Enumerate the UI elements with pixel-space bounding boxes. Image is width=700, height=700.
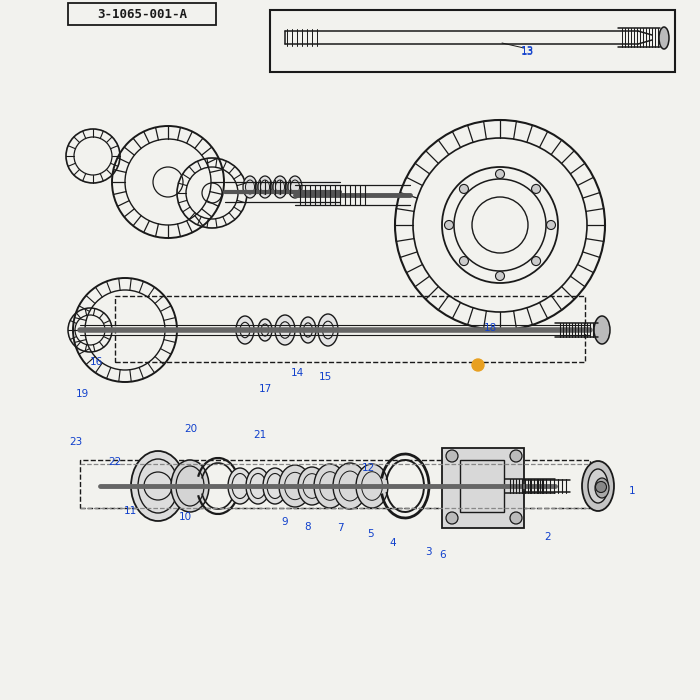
Bar: [460, 460, 504, 512]
Text: 5: 5: [367, 529, 373, 539]
Ellipse shape: [279, 465, 311, 507]
Text: 13: 13: [520, 47, 533, 57]
Ellipse shape: [243, 176, 257, 198]
Text: 23: 23: [69, 437, 83, 447]
Circle shape: [459, 257, 468, 265]
Ellipse shape: [300, 317, 316, 343]
Text: 19: 19: [76, 389, 89, 399]
Ellipse shape: [594, 316, 610, 344]
Text: 20: 20: [184, 424, 197, 434]
Circle shape: [547, 220, 556, 230]
Ellipse shape: [246, 468, 270, 504]
Ellipse shape: [356, 464, 388, 508]
Ellipse shape: [318, 314, 338, 346]
Circle shape: [496, 169, 505, 178]
Text: 12: 12: [361, 463, 374, 473]
Circle shape: [496, 272, 505, 281]
Bar: [270, 10, 675, 72]
Text: 17: 17: [258, 384, 272, 394]
Ellipse shape: [228, 468, 252, 504]
Text: 7: 7: [337, 523, 343, 533]
Ellipse shape: [263, 468, 287, 504]
Text: 9: 9: [281, 517, 288, 527]
Ellipse shape: [258, 319, 272, 341]
Ellipse shape: [298, 467, 326, 505]
Circle shape: [510, 450, 522, 462]
Text: 2: 2: [545, 532, 552, 542]
Bar: [68, 3, 216, 25]
Ellipse shape: [236, 316, 254, 344]
Circle shape: [444, 220, 454, 230]
Text: 6: 6: [440, 550, 447, 560]
Ellipse shape: [275, 315, 295, 345]
Bar: [80, 460, 590, 508]
Text: 1: 1: [629, 486, 636, 496]
Circle shape: [459, 184, 468, 193]
Text: 14: 14: [290, 368, 304, 378]
Text: 13: 13: [520, 46, 533, 56]
Bar: [115, 296, 585, 362]
Circle shape: [446, 512, 458, 524]
Text: 18: 18: [484, 323, 496, 333]
Text: 15: 15: [318, 372, 332, 382]
Text: 3-1065-001-A: 3-1065-001-A: [97, 8, 187, 20]
Text: 21: 21: [253, 430, 267, 440]
Ellipse shape: [582, 461, 614, 511]
Bar: [442, 448, 524, 528]
Ellipse shape: [258, 176, 272, 198]
Text: 16: 16: [90, 357, 103, 367]
Circle shape: [446, 450, 458, 462]
Text: 8: 8: [304, 522, 312, 532]
Ellipse shape: [659, 27, 669, 49]
Ellipse shape: [288, 176, 302, 198]
Ellipse shape: [333, 463, 367, 509]
Ellipse shape: [273, 176, 287, 198]
Ellipse shape: [595, 478, 609, 498]
Text: 22: 22: [108, 457, 122, 467]
Circle shape: [531, 257, 540, 265]
Ellipse shape: [588, 469, 608, 503]
Circle shape: [531, 184, 540, 193]
Text: 4: 4: [390, 538, 396, 548]
Text: 11: 11: [123, 506, 136, 516]
Circle shape: [596, 482, 606, 493]
Ellipse shape: [131, 451, 185, 521]
Circle shape: [510, 512, 522, 524]
Ellipse shape: [314, 464, 346, 508]
Text: 10: 10: [178, 512, 192, 522]
Text: 3: 3: [425, 547, 431, 557]
Circle shape: [472, 359, 484, 371]
Ellipse shape: [171, 460, 209, 512]
